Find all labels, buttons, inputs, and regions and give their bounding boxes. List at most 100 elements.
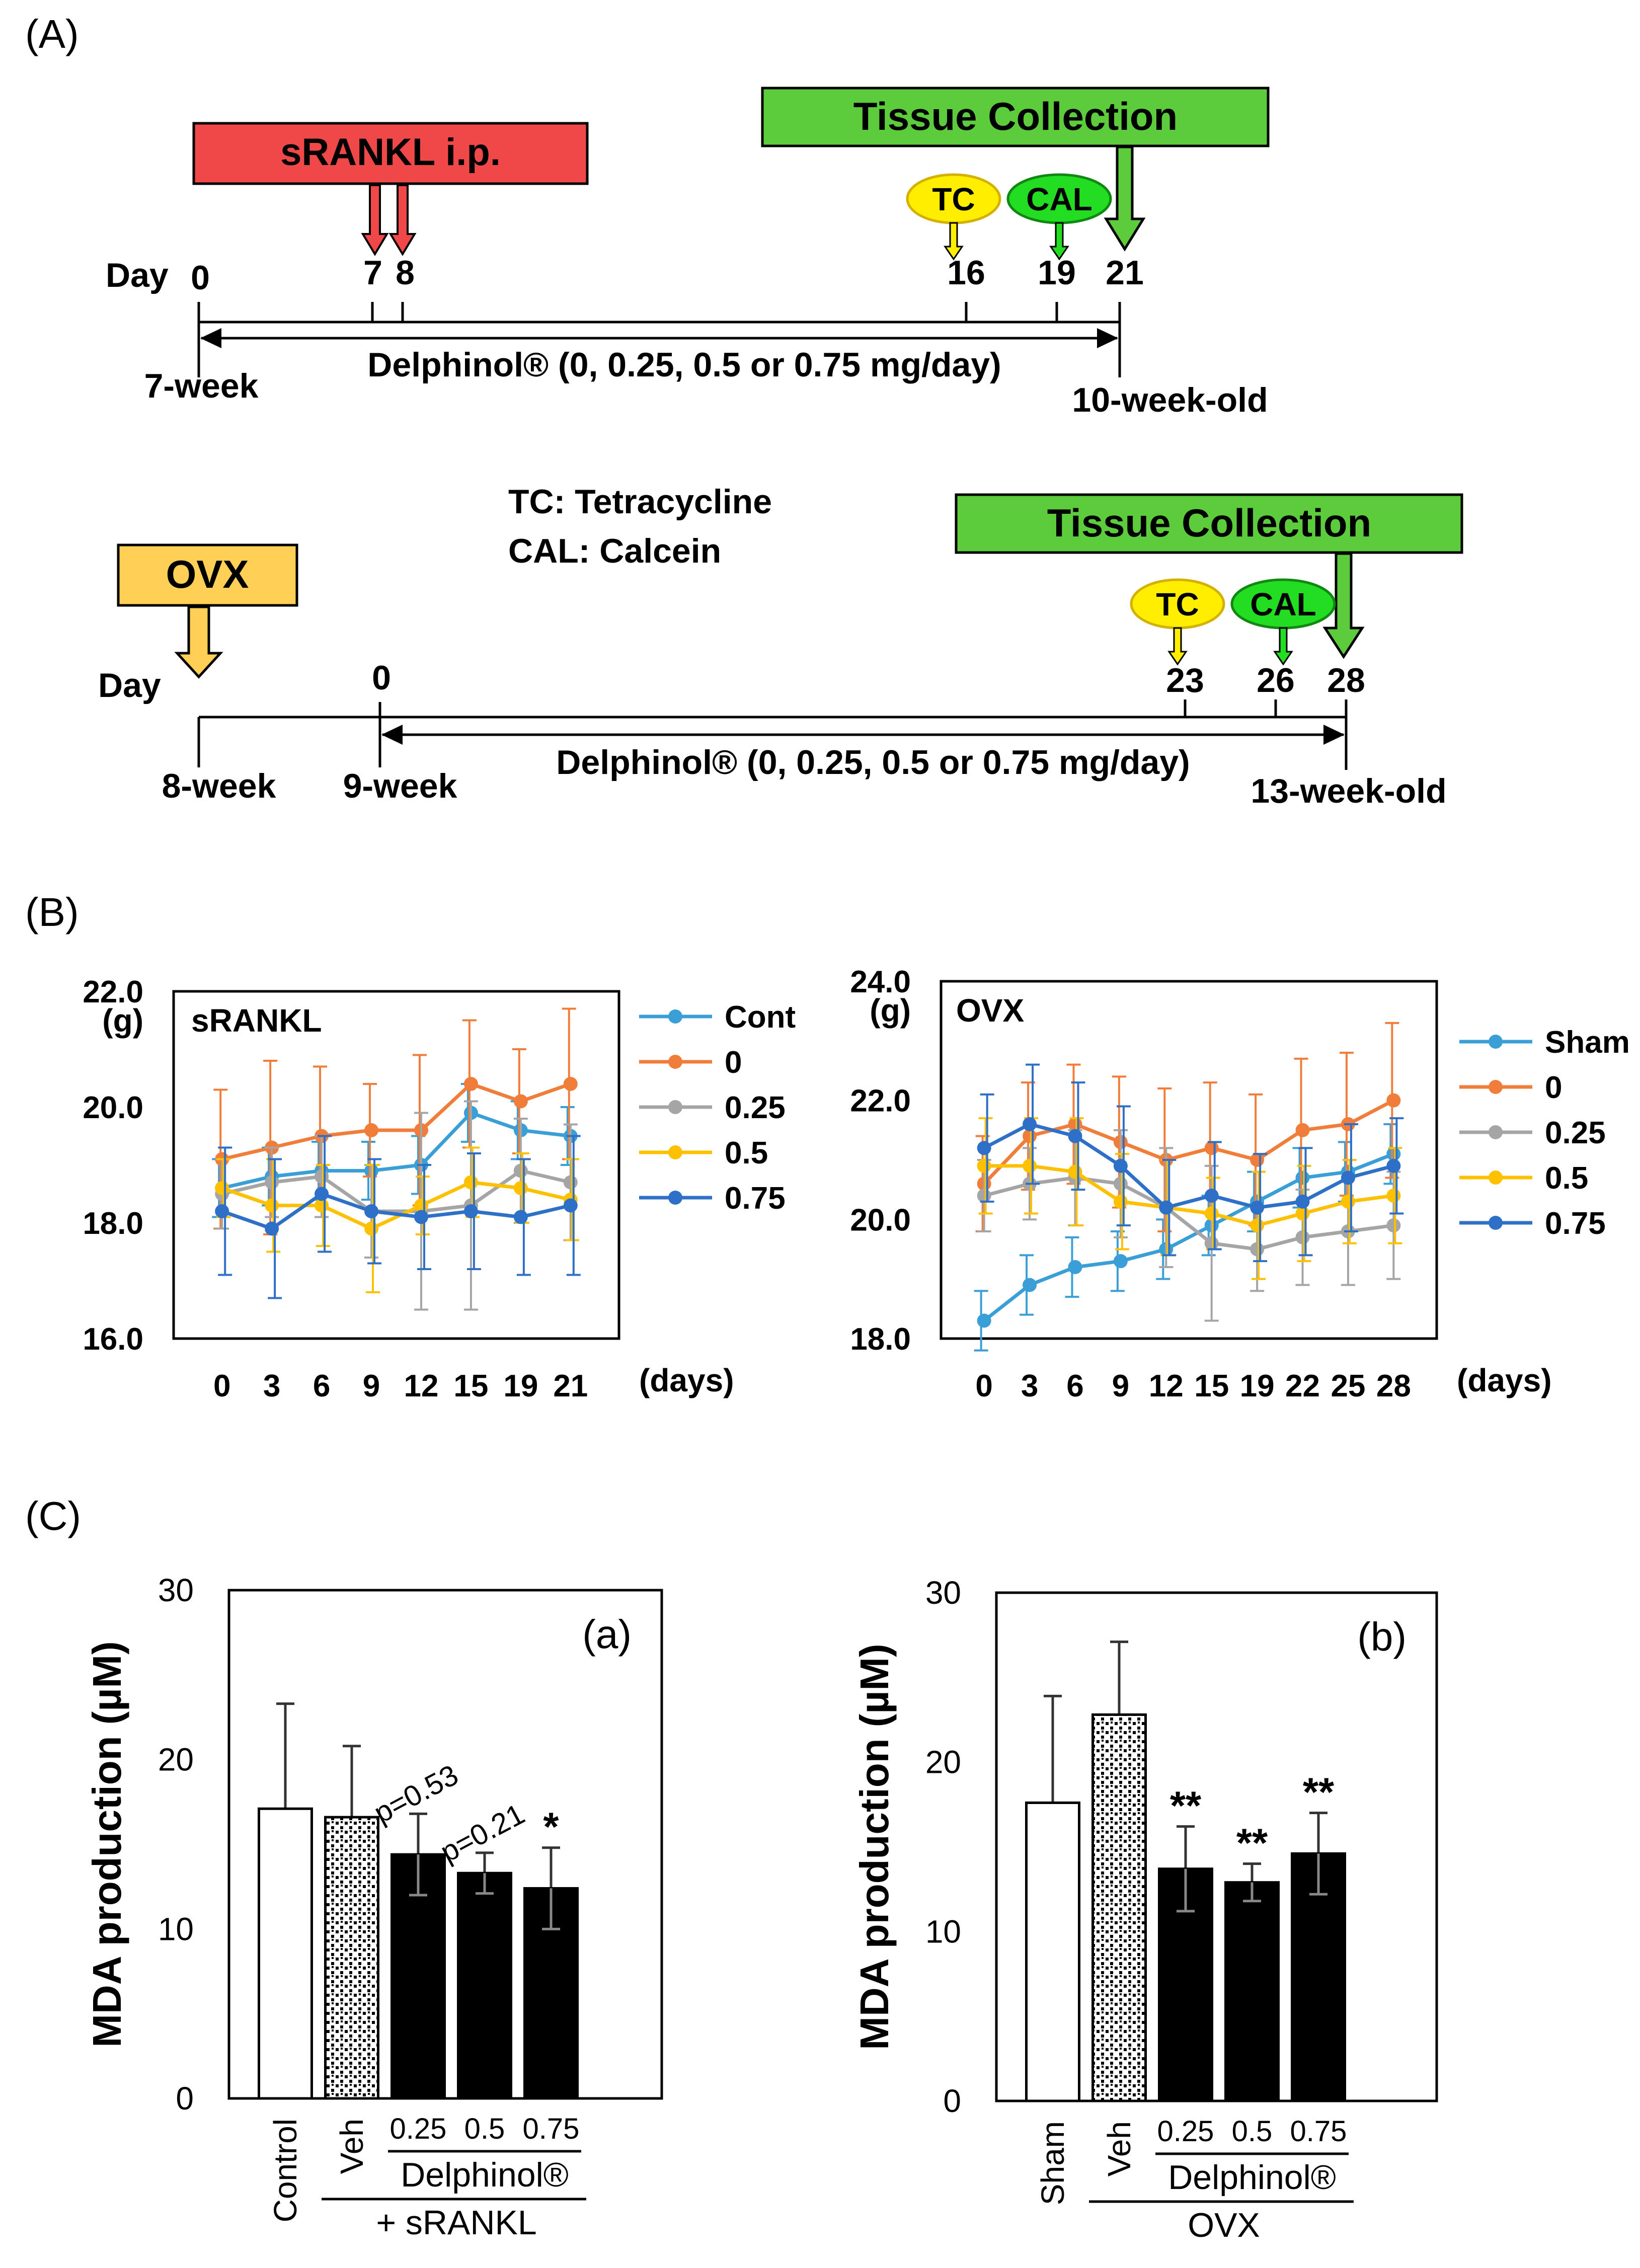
- data-point: [315, 1169, 329, 1184]
- legend-swatch-marker: [1489, 1170, 1503, 1185]
- significance-annotation: **: [1170, 1783, 1202, 1828]
- y-axis-label: MDA production (µM): [852, 1644, 897, 2050]
- data-point: [1250, 1242, 1265, 1257]
- tissue-arrow-icon-2: [1322, 552, 1365, 659]
- x-tick-label: 21: [553, 1369, 588, 1403]
- x-tick-label: 0: [213, 1369, 230, 1403]
- series-line: [983, 1099, 1394, 1185]
- day8-arrow-icon: [388, 184, 417, 256]
- x-tick-label: 19: [1240, 1369, 1275, 1403]
- data-point: [1113, 1177, 1128, 1191]
- body-weight-chart-ovx: OVX(g)18.020.022.024.00 3 6 9 12 15 19 22 25 28 (d…: [850, 965, 1630, 1403]
- legend-label: 0.75: [1545, 1206, 1606, 1241]
- data-point: [1113, 1194, 1128, 1209]
- legend-cal: CAL: Calcein: [508, 532, 721, 570]
- data-point: [364, 1221, 379, 1236]
- x-category-label: Veh: [334, 2119, 370, 2174]
- chart-title: OVX: [956, 992, 1024, 1029]
- x-dose-label: 0.75: [1290, 2115, 1347, 2148]
- treatment-label-1: Delphinol® (0, 0.25, 0.5 or 0.75 mg/day): [367, 346, 1001, 384]
- tc-arrow-icon-2: [1167, 627, 1188, 666]
- data-point: [1159, 1200, 1174, 1215]
- x-tick-label: 19: [503, 1369, 538, 1403]
- x-tick-label: 28: [1376, 1369, 1411, 1403]
- data-point: [1204, 1206, 1219, 1221]
- significance-annotation: *: [543, 1805, 559, 1849]
- x-tick-label: 9: [1112, 1369, 1129, 1403]
- series-line: [221, 1111, 571, 1190]
- x-dose-label: 0.5: [464, 2113, 505, 2145]
- legend-label: 0: [1545, 1070, 1562, 1105]
- data-point: [265, 1175, 279, 1190]
- data-point: [977, 1158, 991, 1173]
- data-point: [463, 1204, 478, 1218]
- y-tick-label: 0: [176, 2080, 194, 2117]
- x-category-label: Control: [267, 2119, 303, 2222]
- series-line: [221, 1192, 571, 1231]
- x-tick-label: 15: [1194, 1369, 1229, 1403]
- legend-swatch-marker: [668, 1100, 682, 1114]
- timeline-ovx: OVX TC: Tetracycline CAL: Calcein Tissue…: [98, 483, 1463, 810]
- x-axis-label: (days): [639, 1362, 734, 1398]
- significance-annotation: **: [1303, 1770, 1335, 1815]
- data-point: [1204, 1236, 1219, 1250]
- series-line: [983, 1152, 1394, 1322]
- x-tick-label: 6: [313, 1369, 330, 1403]
- x-tick-label: 12: [404, 1369, 438, 1403]
- tissue-collection-label-2: Tissue Collection: [1047, 501, 1371, 545]
- data-point: [1023, 1158, 1037, 1173]
- legend-swatch-marker: [668, 1191, 682, 1205]
- x-tick-label: 3: [1021, 1369, 1038, 1403]
- legend-swatch-marker: [1489, 1216, 1503, 1230]
- day-tick-label: 28: [1327, 661, 1365, 699]
- timeline-srankl: sRANKL i.p. Tissue Collection TC CAL Day…: [106, 87, 1270, 419]
- series-Sham: [974, 1123, 1401, 1352]
- tc-arrow-icon-1: [944, 222, 964, 261]
- y-tick-label: 10: [158, 1911, 194, 1947]
- y-tick-label: 20.0: [850, 1203, 911, 1237]
- x-tick-label: 15: [453, 1369, 488, 1403]
- data-point: [1113, 1158, 1128, 1173]
- tc-label-2: TC: [1156, 586, 1199, 622]
- day-tick-label: 16: [947, 254, 985, 292]
- data-point: [1341, 1170, 1355, 1185]
- group-label: Delphinol®: [401, 2156, 569, 2194]
- x-tick-label: 6: [1066, 1369, 1083, 1403]
- legend-label: 0.5: [725, 1136, 768, 1170]
- age-8-label: 8-week: [162, 767, 276, 805]
- data-point: [1023, 1117, 1037, 1131]
- x-dose-label: 0.25: [1157, 2115, 1214, 2148]
- data-point: [513, 1094, 528, 1109]
- legend-label: 0.25: [725, 1090, 786, 1125]
- data-point: [1386, 1218, 1401, 1233]
- tc-label-1: TC: [932, 181, 975, 217]
- data-point: [1068, 1260, 1082, 1274]
- y-tick-label: 20.0: [83, 1090, 143, 1125]
- body-weight-chart-srankl: sRANKL(g)16.018.020.022.00 3 6 9 12 15 19 21 (da…: [83, 975, 796, 1403]
- x-tick-label: 12: [1149, 1369, 1184, 1403]
- age-9-label: 9-week: [343, 767, 457, 805]
- legend-swatch-marker: [1489, 1125, 1503, 1139]
- ovx-arrow-icon: [174, 605, 223, 679]
- series-0.25: [977, 1129, 1401, 1322]
- panel-label-b: (B): [25, 890, 79, 934]
- tissue-collection-label-1: Tissue Collection: [853, 94, 1178, 138]
- data-point: [1113, 1254, 1128, 1269]
- legend-label: Sham: [1545, 1025, 1630, 1060]
- data-point: [265, 1198, 279, 1213]
- plot-frame: [172, 990, 620, 1340]
- day-tick-label: 19: [1038, 254, 1076, 292]
- data-point: [1386, 1189, 1401, 1203]
- data-point: [977, 1141, 991, 1155]
- srankl-box: [192, 122, 589, 185]
- y-tick-label: 10: [925, 1913, 961, 1949]
- data-point: [513, 1181, 528, 1195]
- legend-swatch-marker: [668, 1055, 682, 1069]
- x-dose-label: 0.25: [390, 2113, 447, 2145]
- significance-annotation: p=0.21: [435, 1797, 530, 1868]
- data-point: [364, 1123, 379, 1137]
- data-point: [563, 1077, 578, 1091]
- ovx-box: [117, 543, 298, 607]
- day-tick-label: 23: [1166, 661, 1204, 699]
